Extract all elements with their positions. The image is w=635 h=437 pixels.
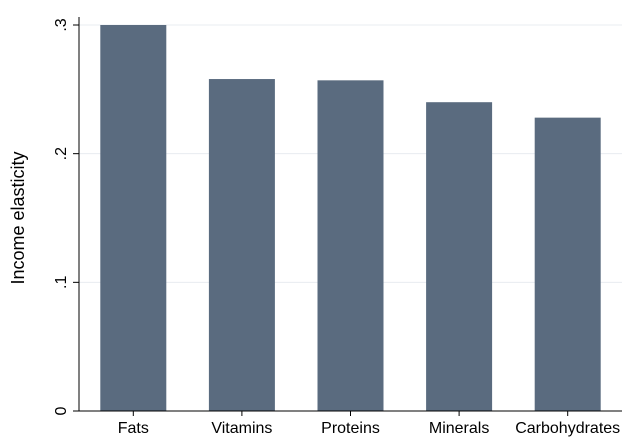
bar-proteins	[317, 80, 384, 412]
x-tick-label: Fats	[118, 420, 149, 437]
y-tick-label: .3	[53, 18, 70, 31]
x-ticks: Fats Vitamins Proteins Minerals Carbohydrate…	[118, 411, 620, 437]
bar-minerals	[426, 102, 493, 411]
y-axis-title: Income elasticity	[8, 151, 28, 284]
y-tick-label: 0	[53, 406, 70, 415]
x-tick-label: Proteins	[321, 420, 380, 437]
bar-fats	[100, 25, 167, 411]
y-tick-label: .2	[53, 147, 70, 160]
x-tick-label: Vitamins	[211, 420, 272, 437]
x-tick-label: Minerals	[429, 420, 489, 437]
bar-vitamins	[208, 79, 275, 411]
y-tick-label: .1	[53, 276, 70, 289]
bar-carbohydrates	[534, 117, 601, 411]
bars	[100, 25, 601, 412]
x-tick-label: Carbohydrates	[515, 420, 620, 437]
y-ticks: 0 .1 .2 .3	[53, 18, 79, 415]
